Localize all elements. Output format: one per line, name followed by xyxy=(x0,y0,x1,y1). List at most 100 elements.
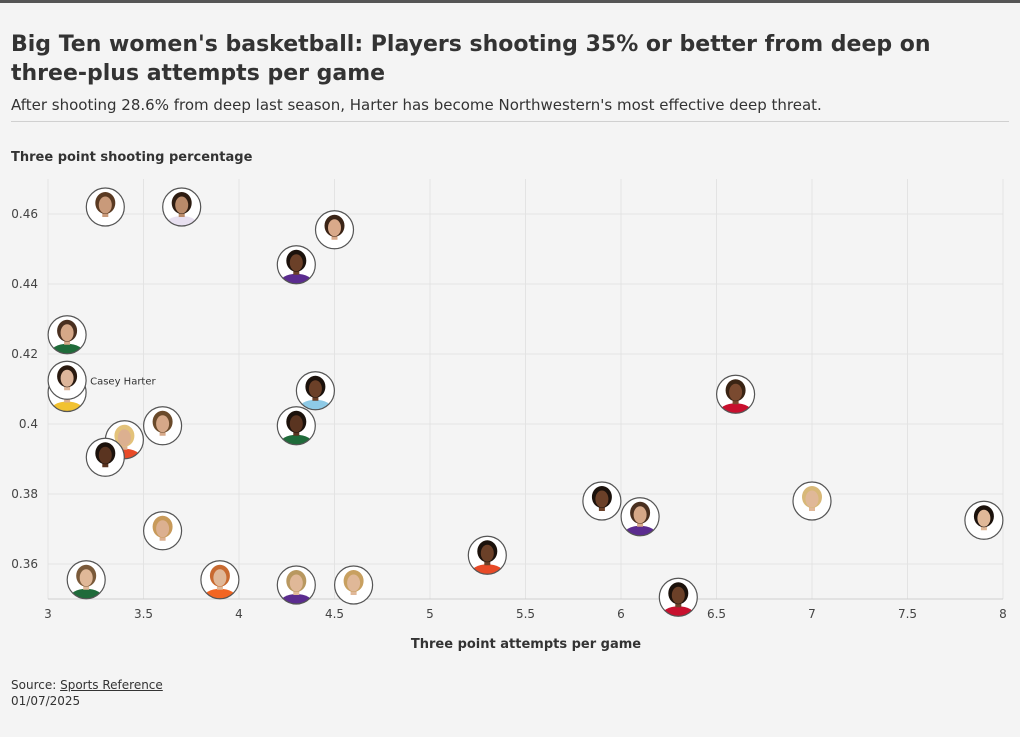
headshot-ring xyxy=(143,406,183,446)
jersey-shape xyxy=(50,389,85,400)
chart-title: Big Ten women's basketball: Players shoo… xyxy=(11,32,931,86)
jersey-shape xyxy=(584,510,619,520)
jersey-shape xyxy=(69,588,104,599)
player-headshot-point[interactable] xyxy=(620,497,660,546)
jersey-shape xyxy=(336,594,371,604)
x-tick-label: 6.5 xyxy=(707,607,726,621)
jersey-shape xyxy=(317,238,352,249)
player-headshot-point[interactable] xyxy=(792,481,832,530)
y-tick-label: 0.4 xyxy=(19,417,38,431)
source-note: Source: Sports Reference 01/07/2025 xyxy=(11,677,163,709)
jersey-shape xyxy=(50,343,85,354)
source-prefix: Source: xyxy=(11,678,61,692)
x-tick-label: 6 xyxy=(617,607,625,621)
x-tick-label: 3 xyxy=(44,607,52,621)
face-shape xyxy=(213,569,227,587)
headshot-image xyxy=(470,540,505,575)
player-headshot-point[interactable] xyxy=(314,210,355,259)
player-headshot-point[interactable] xyxy=(467,535,507,584)
player-headshot-point[interactable] xyxy=(66,560,106,609)
jersey-shape xyxy=(279,434,314,445)
headshot-image xyxy=(317,214,352,249)
headshot-ring xyxy=(295,371,335,411)
player-headshot-point[interactable] xyxy=(276,245,316,294)
x-tick-label: 8 xyxy=(999,607,1007,621)
player-headshot-point[interactable] xyxy=(143,406,183,455)
player-headshot-point[interactable] xyxy=(658,577,698,626)
jersey-shape xyxy=(145,434,180,445)
face-shape xyxy=(60,369,74,387)
headshot-ring xyxy=(200,560,240,600)
player-headshot-point[interactable] xyxy=(276,565,316,614)
headshot-image xyxy=(279,249,314,284)
top-rule xyxy=(0,0,1020,3)
face-shape xyxy=(480,544,494,562)
headshot-ring xyxy=(582,481,622,521)
headshot-image xyxy=(795,486,829,520)
player-headshot-point[interactable]: Casey Harter xyxy=(47,360,157,409)
y-tick-label: 0.44 xyxy=(11,277,38,291)
headshot-image xyxy=(88,192,123,226)
jersey-shape xyxy=(795,510,829,520)
headshot-ring xyxy=(792,481,832,521)
player-headshot-point[interactable] xyxy=(334,565,374,614)
face-shape xyxy=(977,509,991,527)
headshot-ring xyxy=(85,187,125,227)
headshot-ring xyxy=(620,497,660,537)
face-shape xyxy=(289,415,303,433)
headshot-ring xyxy=(66,560,106,600)
player-headshot-point[interactable] xyxy=(276,406,316,455)
jersey-shape xyxy=(145,539,180,550)
player-headshot-point[interactable] xyxy=(200,560,240,609)
jersey-shape xyxy=(661,606,696,617)
face-shape xyxy=(60,324,74,342)
x-tick-label: 3.5 xyxy=(134,607,153,621)
headshot-ring xyxy=(143,511,183,551)
y-axis-title: Three point shooting percentage xyxy=(11,150,253,165)
y-tick-label: 0.38 xyxy=(11,487,38,501)
player-headshot-point[interactable] xyxy=(85,187,125,236)
publish-date: 01/07/2025 xyxy=(11,694,81,708)
headshot-ring xyxy=(47,315,87,355)
face-shape xyxy=(156,520,170,538)
player-headshot-point[interactable] xyxy=(582,481,622,530)
jersey-shape xyxy=(88,216,123,226)
player-headshot-point[interactable] xyxy=(295,371,335,420)
player-headshot-point[interactable] xyxy=(47,315,87,364)
source-link[interactable]: Sports Reference xyxy=(60,678,163,692)
headshot-image xyxy=(966,505,1001,540)
jersey-shape xyxy=(623,525,658,536)
headshot-image xyxy=(279,410,314,445)
face-shape xyxy=(729,383,743,401)
headshot-image xyxy=(202,564,237,599)
face-shape xyxy=(595,490,609,508)
headshot-image xyxy=(50,365,85,400)
player-headshot-point[interactable] xyxy=(143,511,183,560)
headshot-ring xyxy=(467,535,507,575)
headshot-image xyxy=(336,570,371,604)
headshot-image xyxy=(50,319,85,354)
jersey-shape xyxy=(470,564,505,575)
face-shape xyxy=(289,574,303,592)
player-headshot-point[interactable] xyxy=(85,437,125,486)
face-shape xyxy=(156,415,170,433)
headshot-image xyxy=(88,442,123,477)
player-headshot-point[interactable] xyxy=(964,500,1004,549)
headshot-image xyxy=(145,410,180,445)
jersey-shape xyxy=(88,466,123,477)
y-tick-label: 0.36 xyxy=(11,557,38,571)
headshot-image xyxy=(623,501,658,536)
jersey-shape xyxy=(298,399,333,410)
player-headshot-point[interactable] xyxy=(715,374,756,423)
face-shape xyxy=(98,196,112,214)
headshot-image xyxy=(661,582,696,617)
headshot-image xyxy=(145,515,180,550)
face-shape xyxy=(347,574,361,592)
headshot-image xyxy=(69,564,104,599)
headshot-ring xyxy=(162,187,202,227)
headshot-ring xyxy=(314,210,355,250)
player-headshot-point[interactable] xyxy=(162,187,202,236)
x-axis-title: Three point attempts per game xyxy=(410,637,642,652)
face-shape xyxy=(117,429,131,447)
